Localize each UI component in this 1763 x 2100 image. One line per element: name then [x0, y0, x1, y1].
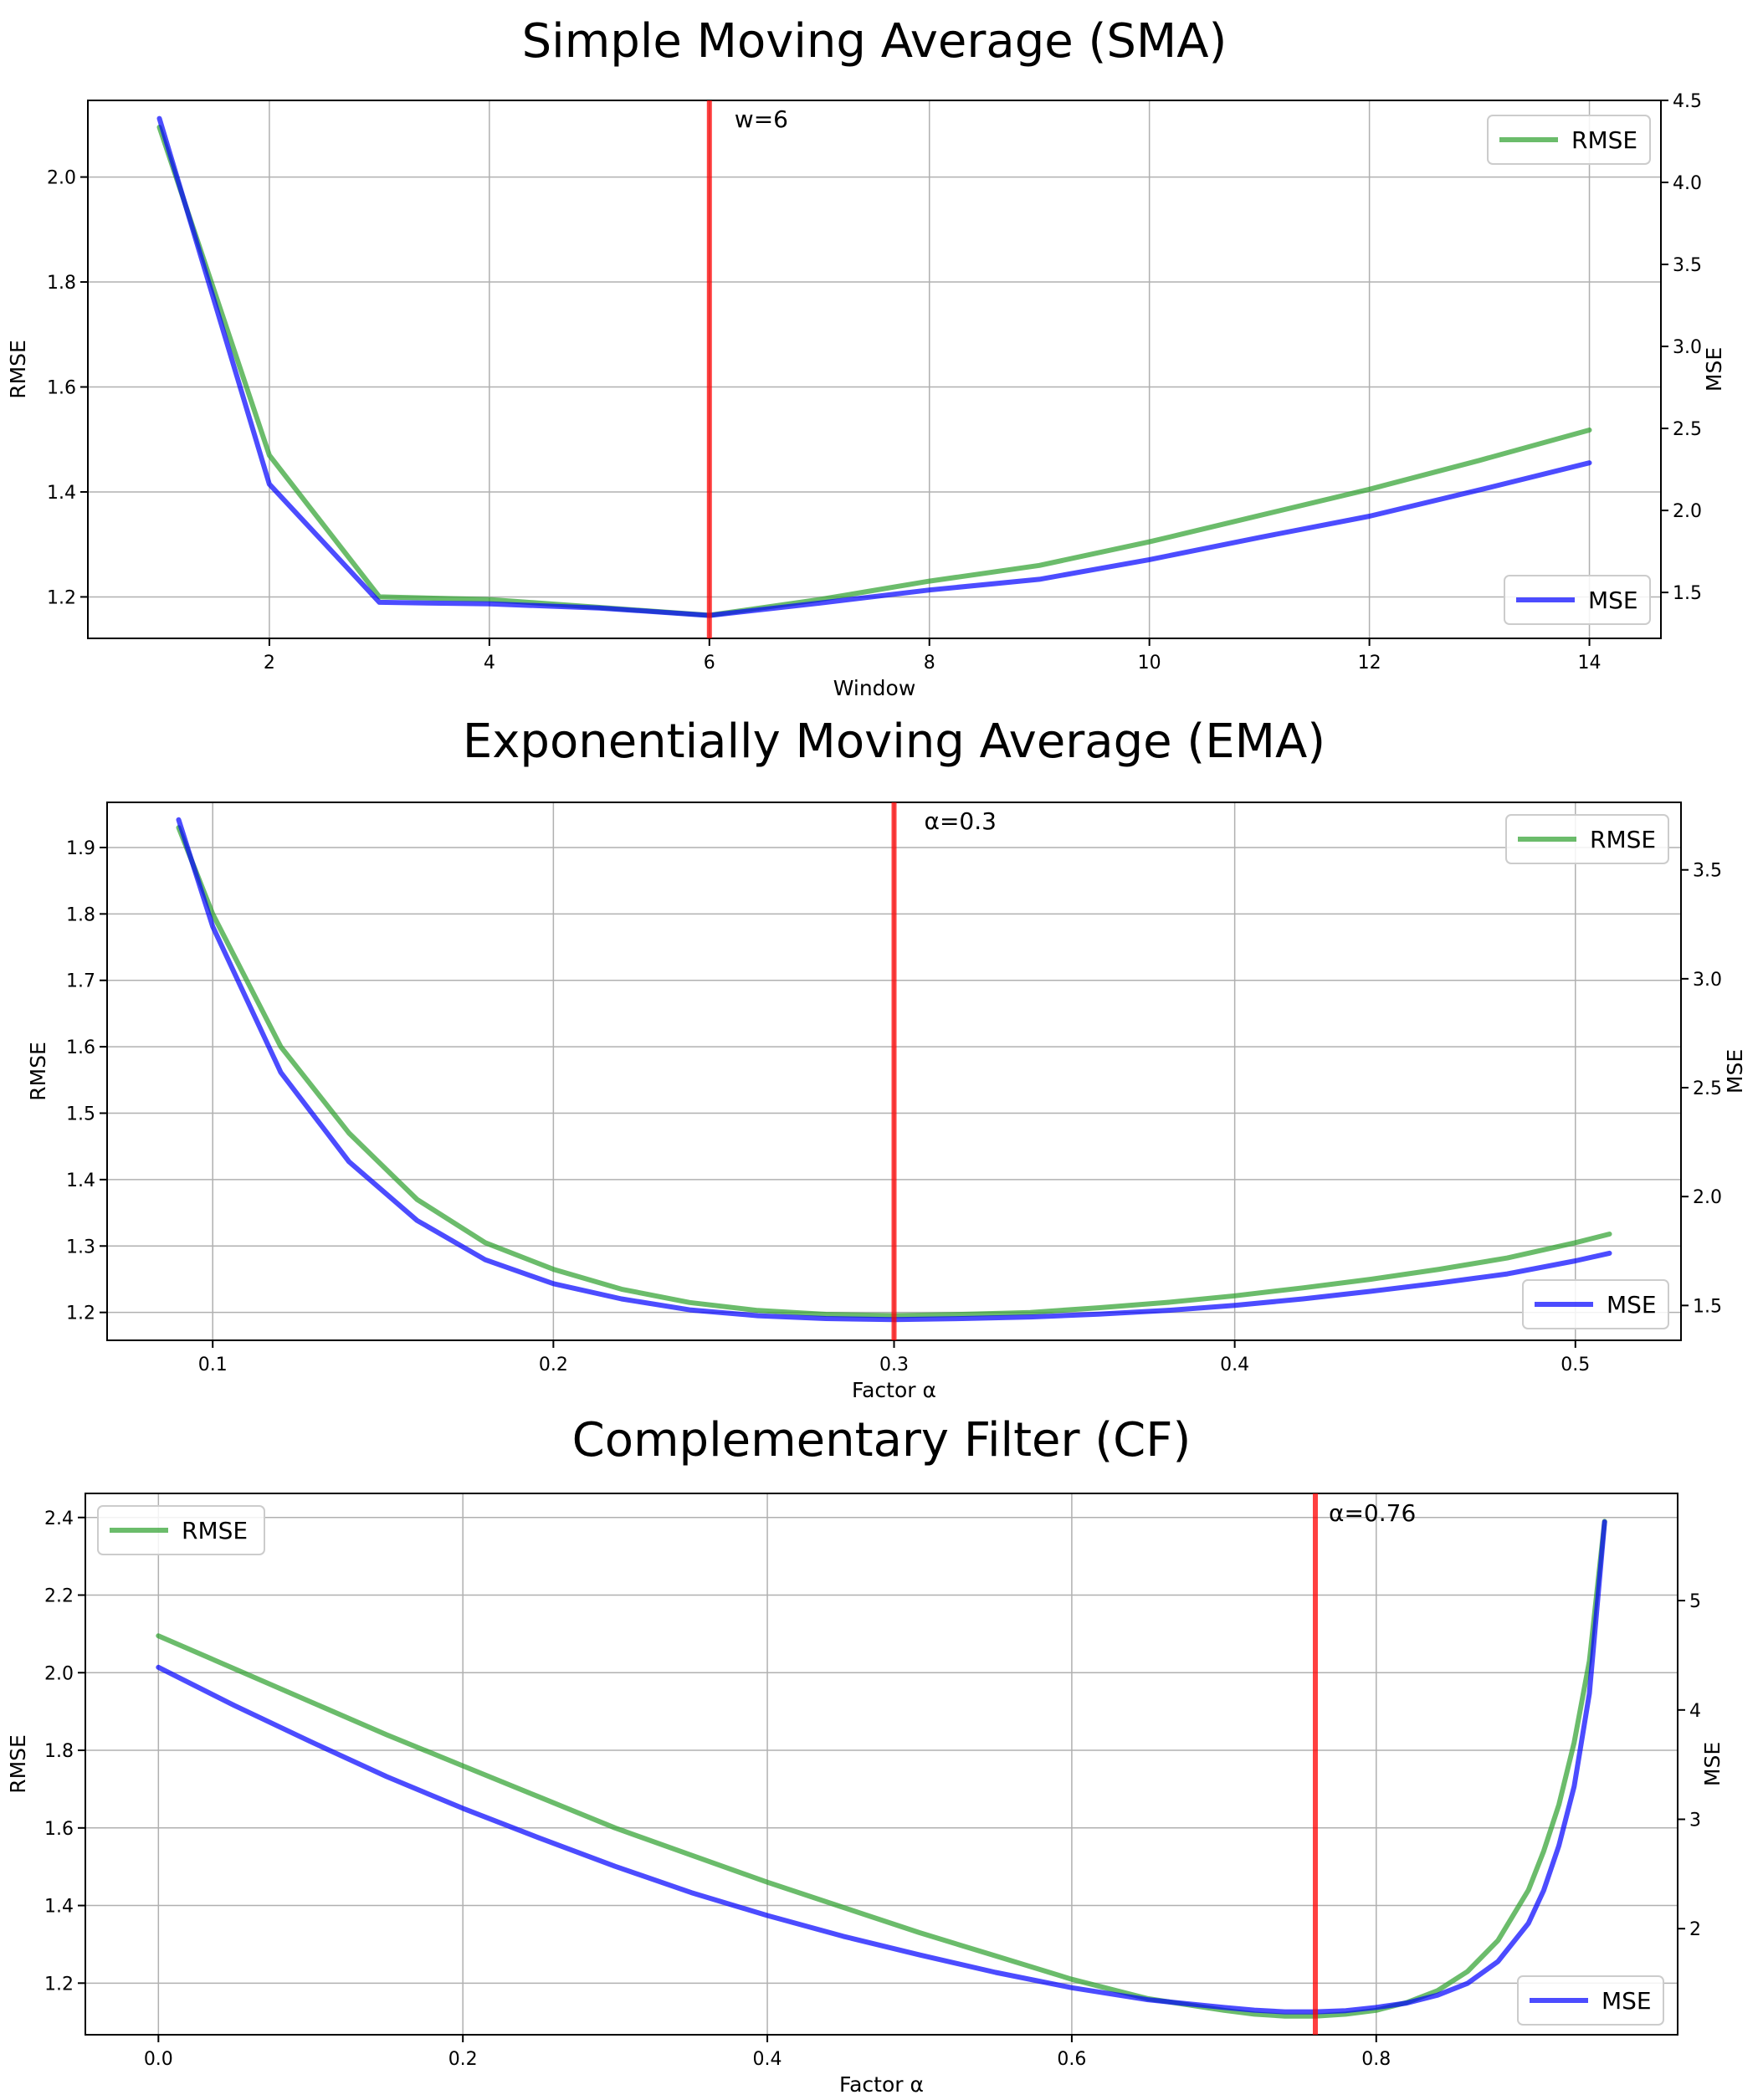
x-tick-label: 0.5: [1561, 1355, 1590, 1375]
x-tick-label: 0.2: [448, 2049, 478, 2070]
x-tick-label: 0.6: [1057, 2049, 1086, 2070]
legend-label: MSE: [1602, 1987, 1652, 2015]
optimum-marker-label: w=6: [735, 105, 788, 133]
y2-tick-label: 4.0: [1673, 173, 1702, 194]
x-tick-label: 0.2: [539, 1355, 568, 1375]
y2-tick-label: 3.5: [1693, 861, 1722, 882]
y-tick-label: 1.5: [66, 1104, 95, 1125]
series-line-rmse: [156, 1519, 1607, 2019]
legend-box: [97, 1505, 265, 1555]
legend-mse: MSE: [1517, 1975, 1664, 2026]
y2-tick-label: 2.5: [1673, 419, 1702, 440]
plot-frame: [85, 1493, 1678, 2036]
y-tick-label: 1.4: [44, 1897, 74, 1918]
legend-box: [1505, 814, 1669, 864]
y2-tick-label: 3.0: [1693, 970, 1722, 991]
x-tick-label: 0.1: [198, 1355, 228, 1375]
y-tick-label: 1.6: [66, 1037, 95, 1058]
x-tick-label: 12: [1358, 653, 1381, 674]
x-axis-label: Factor α: [839, 2072, 924, 2097]
y-tick-label: 1.2: [44, 1974, 74, 1995]
x-tick-label: 0.8: [1361, 2049, 1391, 2070]
legend-box: [1522, 1279, 1669, 1329]
y-tick-label: 1.3: [66, 1237, 95, 1257]
x-tick-label: 0.4: [1220, 1355, 1249, 1375]
y-axis-label: RMSE: [26, 1042, 50, 1101]
y2-tick-label: 4.5: [1673, 91, 1702, 112]
chart-1: Simple Moving Average (SMA) 2 4 6 8 10 12 14 1.2…: [6, 14, 1726, 700]
legend-label: MSE: [1588, 586, 1638, 614]
x-axis-label: Window: [833, 676, 916, 700]
x-tick-label: 0.0: [144, 2049, 173, 2070]
x-tick-label: 8: [924, 653, 935, 674]
y-tick-label: 1.6: [44, 1819, 74, 1840]
legend-rmse: RMSE: [1487, 115, 1651, 165]
y2-tick-label: 3: [1689, 1811, 1701, 1831]
y2-tick-label: 2.0: [1693, 1187, 1722, 1208]
legend-box: [1517, 1975, 1664, 2026]
y-tick-label: 1.6: [47, 378, 76, 399]
legend-mse: MSE: [1522, 1279, 1669, 1329]
y-axis-label: RMSE: [6, 1734, 30, 1794]
y2-tick-label: 1.5: [1673, 583, 1702, 604]
y-tick-label: 1.9: [66, 838, 95, 859]
x-axis-label: Factor α: [852, 1378, 936, 1402]
chart-3: Complementary Filter (CF) 0.0 0.2 0.4 0.6 0.8…: [6, 1413, 1725, 2097]
legend-box: [1487, 115, 1651, 165]
y2-tick-label: 3.5: [1673, 255, 1702, 276]
x-tick-label: 0.3: [879, 1355, 909, 1375]
y2-tick-label: 4: [1689, 1701, 1701, 1722]
series-line-rmse: [156, 125, 1592, 618]
legend-rmse: RMSE: [1505, 814, 1669, 864]
legend-mse: MSE: [1504, 575, 1651, 625]
y-tick-label: 1.4: [66, 1170, 95, 1191]
legend-label: RMSE: [1571, 126, 1637, 154]
chart-2: Exponentially Moving Average (EMA) 0.1 0.2…: [26, 715, 1747, 1402]
y-tick-label: 2.0: [47, 168, 76, 189]
y2-tick-label: 5: [1689, 1591, 1701, 1612]
optimum-marker-label: α=0.76: [1329, 1499, 1416, 1527]
y2-tick-label: 2.0: [1673, 501, 1702, 522]
y-tick-label: 1.4: [47, 483, 76, 504]
y-axis-label: RMSE: [6, 340, 30, 399]
optimum-marker-label: α=0.3: [925, 807, 997, 835]
x-tick-label: 0.4: [753, 2049, 782, 2070]
legend-box: [1504, 575, 1651, 625]
y-tick-label: 2.0: [44, 1663, 74, 1684]
x-tick-label: 2: [264, 653, 275, 674]
x-tick-label: 6: [704, 653, 715, 674]
x-tick-label: 14: [1578, 653, 1602, 674]
y-tick-label: 1.2: [47, 587, 76, 608]
y2-axis-label: MSE: [1723, 1049, 1747, 1094]
y-tick-label: 1.2: [66, 1304, 95, 1324]
y-tick-label: 1.8: [44, 1741, 74, 1762]
plot-frame: [87, 100, 1662, 639]
legend-rmse: RMSE: [97, 1505, 265, 1555]
series-line-mse: [156, 1519, 1607, 2015]
chart-title: Exponentially Moving Average (EMA): [463, 715, 1325, 769]
y2-tick-label: 1.5: [1693, 1296, 1722, 1317]
y-tick-label: 1.8: [66, 904, 95, 925]
y-tick-label: 1.8: [47, 273, 76, 294]
chart-title: Simple Moving Average (SMA): [522, 14, 1227, 69]
chart-title: Complementary Filter (CF): [572, 1413, 1192, 1467]
y-tick-label: 2.4: [44, 1508, 74, 1529]
y-tick-label: 1.7: [66, 971, 95, 992]
y2-tick-label: 2: [1689, 1919, 1701, 1940]
y2-axis-label: MSE: [1700, 1742, 1725, 1786]
y2-axis-label: MSE: [1702, 347, 1726, 392]
y2-tick-label: 2.5: [1693, 1078, 1722, 1099]
legend-label: MSE: [1607, 1291, 1657, 1319]
series-line-mse: [156, 115, 1592, 618]
y2-tick-label: 3.0: [1673, 337, 1702, 358]
legend-label: RMSE: [1590, 826, 1656, 853]
legend-label: RMSE: [182, 1517, 248, 1544]
x-tick-label: 10: [1138, 653, 1161, 674]
x-tick-label: 4: [484, 653, 495, 674]
y-tick-label: 2.2: [44, 1586, 74, 1607]
